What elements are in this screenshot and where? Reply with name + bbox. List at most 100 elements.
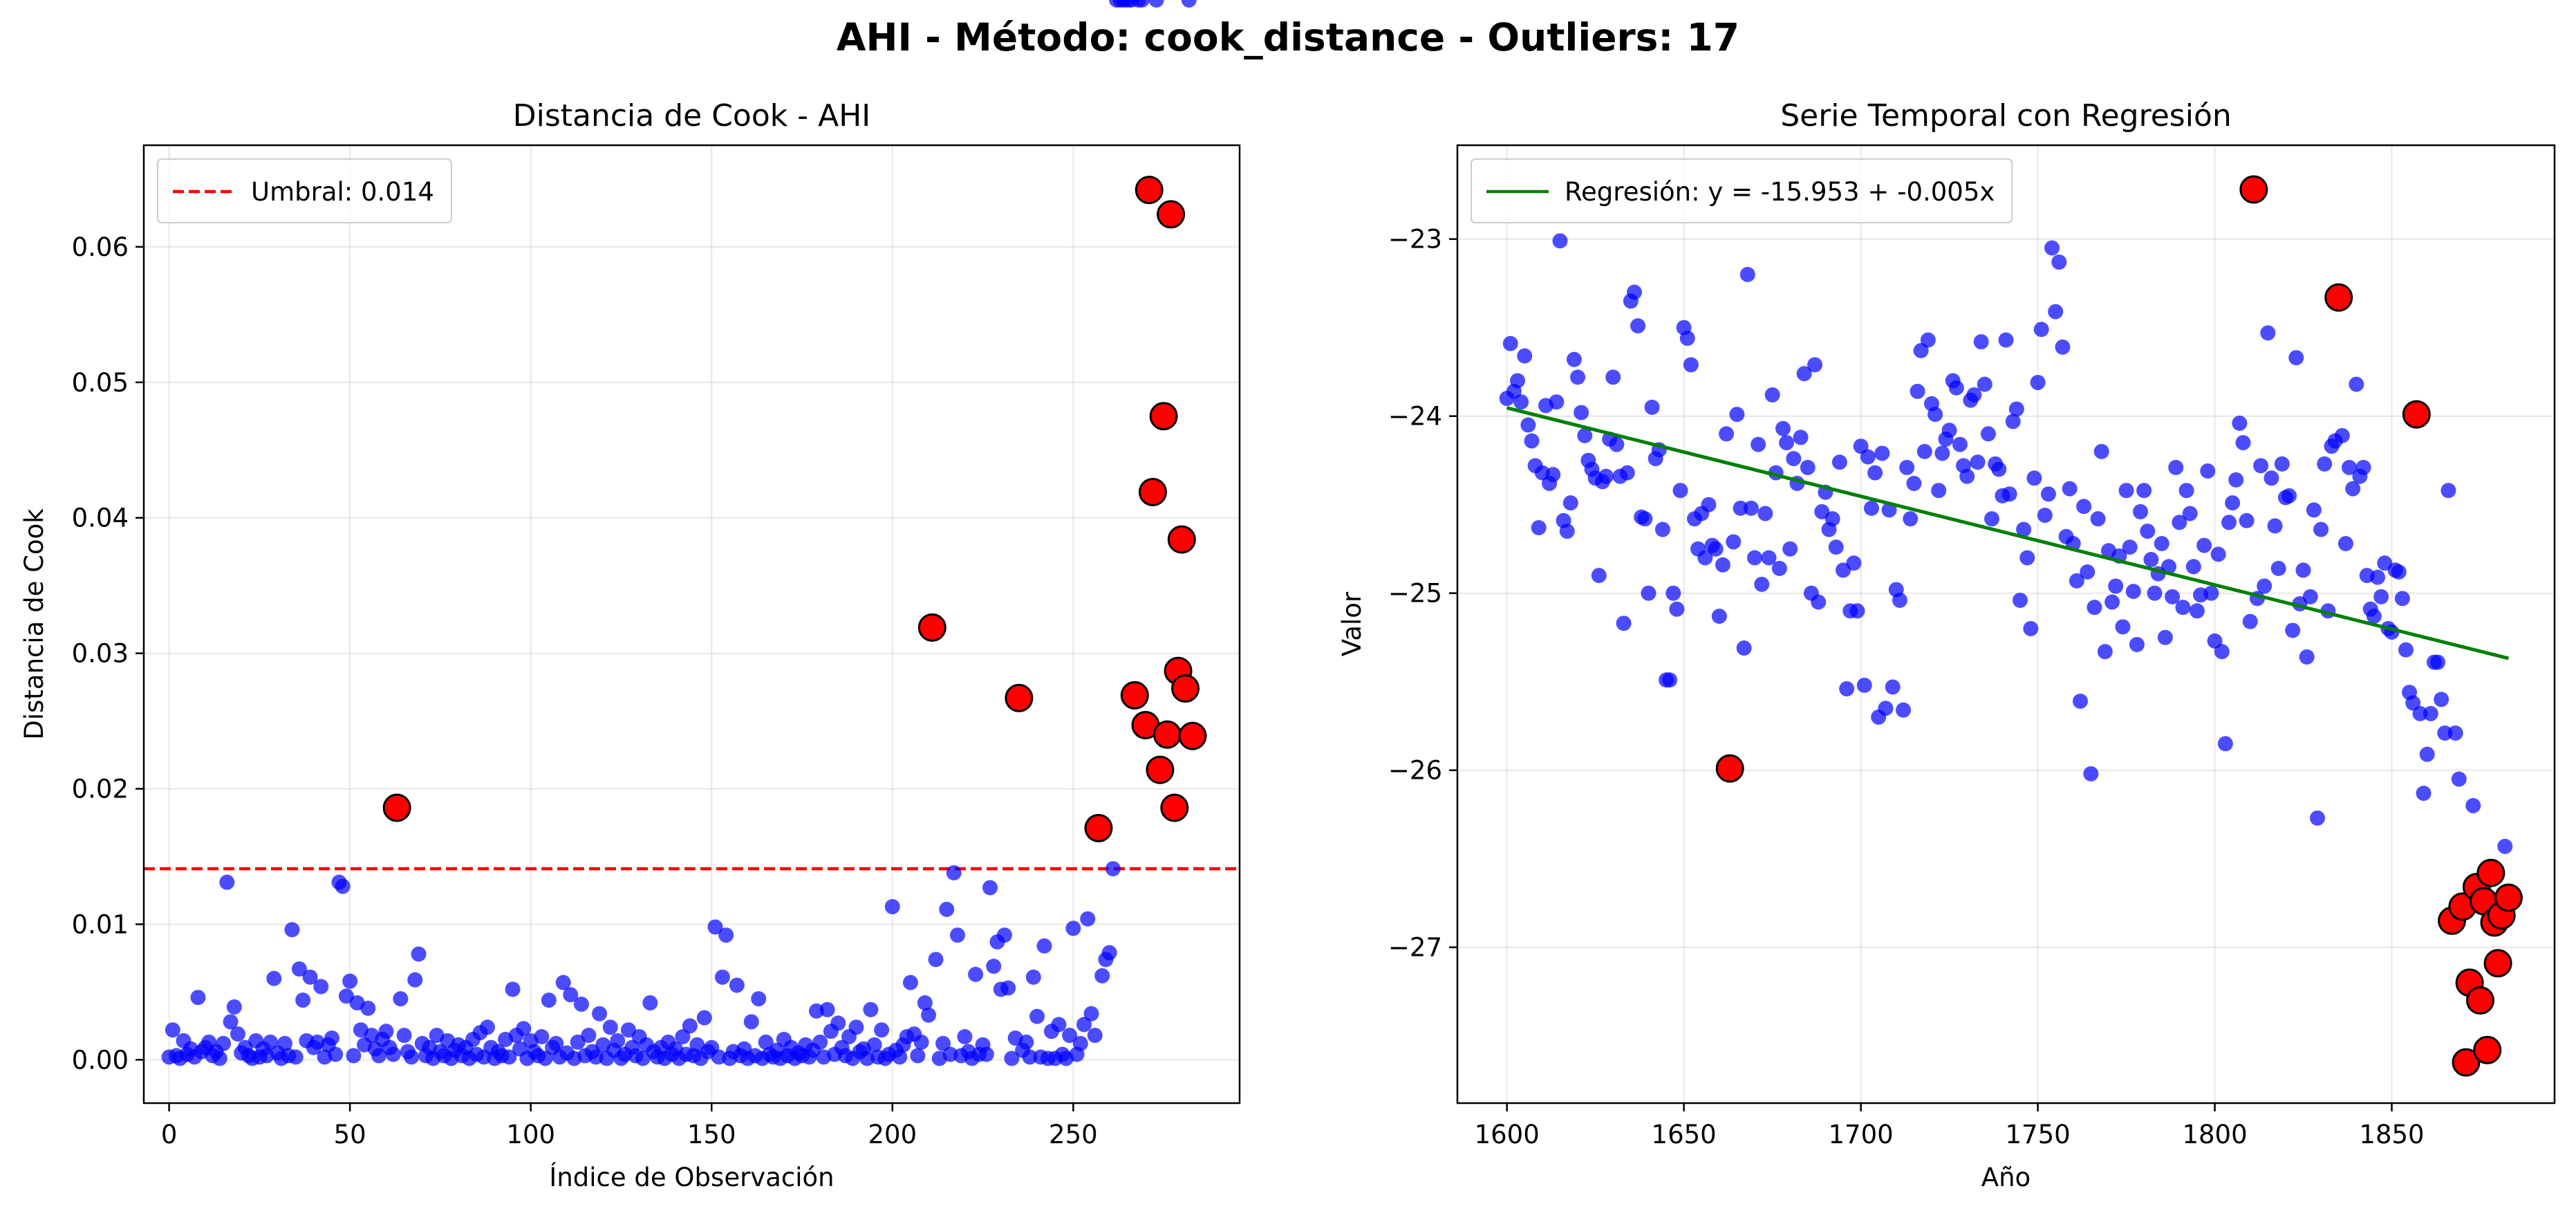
normal-point[interactable] (1562, 495, 1578, 511)
normal-point[interactable] (620, 1022, 636, 1038)
normal-point[interactable] (1920, 332, 1936, 348)
normal-point[interactable] (913, 1034, 929, 1050)
normal-point[interactable] (2299, 649, 2315, 665)
normal-point[interactable] (2143, 552, 2159, 568)
normal-point[interactable] (1867, 465, 1883, 481)
normal-point[interactable] (642, 995, 658, 1011)
normal-point[interactable] (819, 1001, 835, 1017)
normal-point[interactable] (696, 1010, 712, 1026)
normal-point[interactable] (1811, 594, 1827, 610)
normal-point[interactable] (1520, 417, 1536, 433)
normal-point[interactable] (2019, 550, 2035, 566)
normal-point[interactable] (563, 987, 579, 1003)
normal-point[interactable] (2140, 524, 2156, 539)
normal-point[interactable] (1782, 541, 1798, 557)
normal-point[interactable] (570, 1034, 586, 1050)
normal-point[interactable] (2394, 591, 2410, 607)
normal-point[interactable] (1754, 576, 1770, 592)
normal-point[interactable] (1637, 511, 1653, 527)
normal-point[interactable] (2345, 481, 2361, 497)
normal-point[interactable] (2274, 456, 2290, 472)
normal-point[interactable] (1916, 443, 1932, 459)
normal-point[interactable] (1609, 436, 1625, 452)
normal-point[interactable] (1574, 405, 1589, 420)
normal-point[interactable] (1644, 399, 1660, 415)
normal-point[interactable] (1148, 0, 1164, 8)
normal-point[interactable] (555, 974, 571, 990)
outlier-point[interactable] (1120, 681, 1149, 710)
normal-point[interactable] (2334, 427, 2350, 443)
normal-point[interactable] (1510, 373, 1526, 389)
normal-point[interactable] (1931, 483, 1947, 499)
normal-point[interactable] (2165, 589, 2181, 604)
normal-point[interactable] (2026, 470, 2042, 486)
normal-point[interactable] (758, 1034, 774, 1050)
normal-point[interactable] (2200, 463, 2216, 479)
normal-point[interactable] (935, 1035, 951, 1051)
normal-point[interactable] (548, 1035, 564, 1051)
normal-point[interactable] (165, 1022, 180, 1038)
normal-point[interactable] (1559, 524, 1575, 539)
normal-point[interactable] (982, 880, 998, 896)
normal-point[interactable] (1856, 677, 1872, 693)
cook-outlier-points[interactable] (382, 176, 1207, 842)
normal-point[interactable] (1952, 436, 1968, 452)
normal-point[interactable] (2185, 559, 2201, 575)
normal-point[interactable] (1719, 426, 1735, 442)
normal-point[interactable] (2221, 515, 2237, 530)
normal-point[interactable] (1793, 429, 1809, 445)
outlier-point[interactable] (1005, 683, 1034, 712)
normal-point[interactable] (884, 898, 900, 914)
outlier-point[interactable] (1149, 402, 1178, 431)
normal-point[interactable] (1860, 449, 1876, 465)
normal-point[interactable] (2497, 838, 2513, 854)
normal-point[interactable] (1711, 608, 1727, 624)
normal-point[interactable] (277, 1035, 293, 1051)
normal-point[interactable] (2235, 435, 2251, 451)
normal-point[interactable] (2257, 578, 2272, 594)
normal-point[interactable] (291, 961, 307, 977)
normal-point[interactable] (1966, 387, 1982, 403)
outlier-point[interactable] (2324, 283, 2353, 312)
normal-point[interactable] (1566, 351, 1582, 367)
normal-point[interactable] (2076, 499, 2092, 515)
normal-point[interactable] (2447, 725, 2463, 741)
normal-point[interactable] (1626, 284, 1642, 300)
normal-point[interactable] (928, 952, 944, 968)
normal-point[interactable] (1998, 332, 2014, 348)
normal-point[interactable] (1878, 701, 1894, 717)
normal-point[interactable] (479, 1019, 495, 1035)
outlier-point[interactable] (1152, 720, 1182, 749)
normal-point[interactable] (1524, 433, 1540, 449)
normal-point[interactable] (1863, 500, 1879, 516)
normal-point[interactable] (1029, 1008, 1045, 1024)
normal-point[interactable] (2051, 254, 2067, 270)
normal-point[interactable] (1906, 475, 1922, 491)
normal-point[interactable] (1733, 500, 1748, 516)
normal-point[interactable] (1662, 672, 1678, 688)
normal-point[interactable] (1669, 601, 1685, 617)
normal-point[interactable] (2288, 350, 2304, 366)
normal-point[interactable] (689, 1037, 705, 1053)
normal-point[interactable] (2434, 692, 2449, 708)
normal-point[interactable] (1630, 318, 1646, 334)
normal-point[interactable] (1736, 640, 1752, 656)
normal-point[interactable] (393, 991, 409, 1007)
normal-point[interactable] (729, 977, 745, 993)
normal-point[interactable] (1779, 435, 1795, 451)
normal-point[interactable] (1577, 427, 1593, 443)
normal-point[interactable] (2093, 443, 2109, 459)
normal-point[interactable] (2285, 622, 2301, 638)
normal-point[interactable] (541, 992, 557, 1008)
normal-point[interactable] (2154, 536, 2169, 552)
normal-point[interactable] (324, 1030, 340, 1046)
normal-point[interactable] (1591, 568, 1607, 584)
normal-point[interactable] (2337, 536, 2353, 552)
normal-point[interactable] (1831, 454, 1847, 470)
normal-point[interactable] (226, 999, 242, 1015)
normal-point[interactable] (2062, 481, 2078, 497)
outlier-point[interactable] (1167, 525, 1196, 554)
normal-point[interactable] (2033, 322, 2049, 338)
outlier-point[interactable] (1084, 813, 1113, 842)
normal-point[interactable] (1062, 1028, 1078, 1044)
